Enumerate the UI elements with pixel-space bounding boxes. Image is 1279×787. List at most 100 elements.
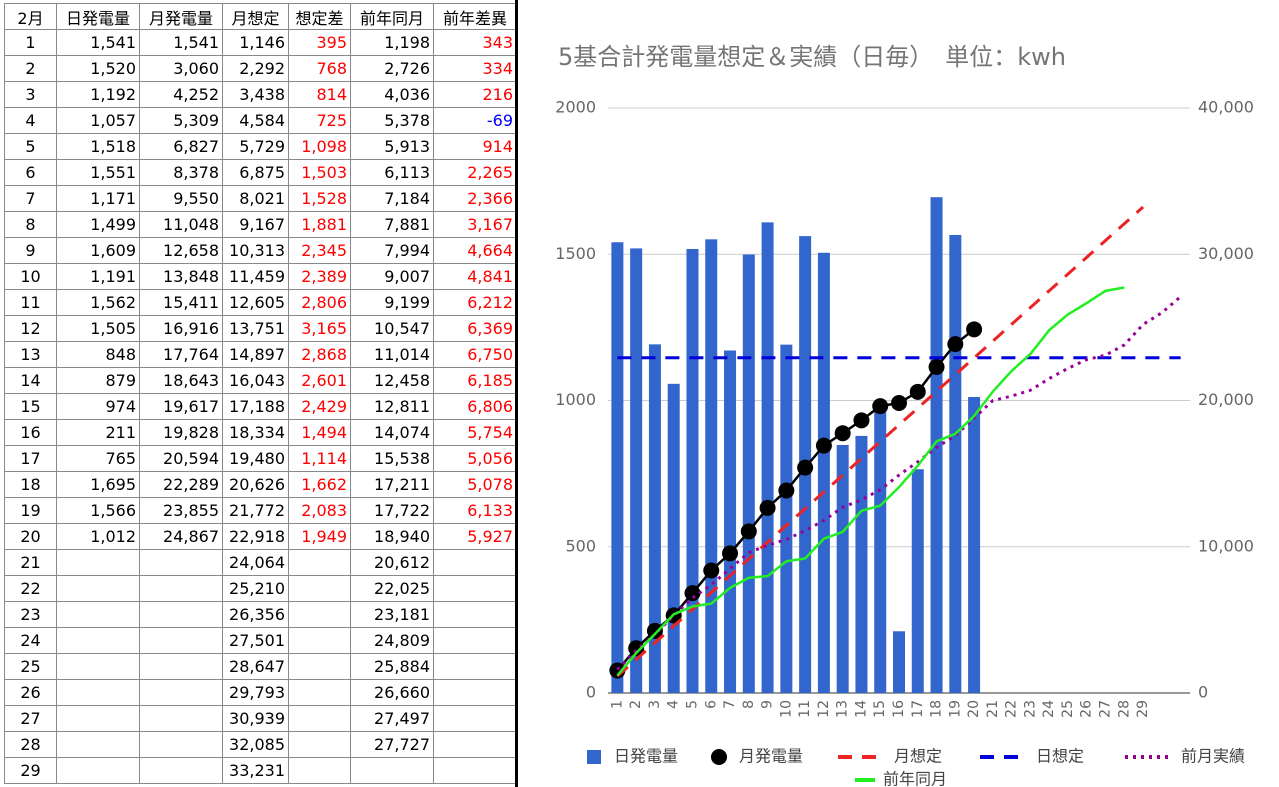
table-cell[interactable]: 3 xyxy=(4,81,57,108)
table-cell[interactable] xyxy=(56,679,140,706)
table-cell[interactable]: 7 xyxy=(4,185,57,212)
table-cell[interactable]: 27,501 xyxy=(222,627,289,654)
table-cell[interactable]: 12,458 xyxy=(350,367,434,394)
table-cell[interactable]: 25,210 xyxy=(222,575,289,602)
table-cell[interactable]: 17,188 xyxy=(222,393,289,420)
table-cell[interactable]: 19,828 xyxy=(139,419,223,446)
table-cell[interactable]: 1,566 xyxy=(56,497,140,524)
table-cell[interactable]: 28,647 xyxy=(222,653,289,680)
table-cell[interactable]: 29,793 xyxy=(222,679,289,706)
table-cell[interactable]: 2,429 xyxy=(288,393,351,420)
table-cell[interactable]: 395 xyxy=(288,29,351,56)
table-cell[interactable] xyxy=(433,653,517,680)
table-cell[interactable]: 22,289 xyxy=(139,471,223,498)
table-cell[interactable]: 20,594 xyxy=(139,445,223,472)
table-cell[interactable]: 13,751 xyxy=(222,315,289,342)
table-cell[interactable]: 15 xyxy=(4,393,57,420)
table-cell[interactable] xyxy=(350,757,434,784)
table-cell[interactable]: 216 xyxy=(433,81,517,108)
table-cell[interactable] xyxy=(139,757,223,784)
table-cell[interactable]: 14,074 xyxy=(350,419,434,446)
table-cell[interactable]: 22,918 xyxy=(222,523,289,550)
table-cell[interactable]: 8,378 xyxy=(139,159,223,186)
table-cell[interactable]: 9 xyxy=(4,237,57,264)
table-cell[interactable] xyxy=(288,757,351,784)
table-cell[interactable]: 20 xyxy=(4,523,57,550)
table-cell[interactable]: 21,772 xyxy=(222,497,289,524)
table-cell[interactable]: 17,764 xyxy=(139,341,223,368)
table-cell[interactable]: 1,012 xyxy=(56,523,140,550)
table-cell[interactable] xyxy=(288,731,351,758)
table-cell[interactable]: 12,658 xyxy=(139,237,223,264)
table-cell[interactable]: 26,356 xyxy=(222,601,289,628)
table-cell[interactable] xyxy=(433,705,517,732)
table-cell[interactable]: 24,064 xyxy=(222,549,289,576)
table-cell[interactable]: 6,827 xyxy=(139,133,223,160)
table-cell[interactable]: 1,662 xyxy=(288,471,351,498)
table-cell[interactable]: 14,897 xyxy=(222,341,289,368)
table-cell[interactable]: 1,551 xyxy=(56,159,140,186)
table-cell[interactable]: 3,167 xyxy=(433,211,517,238)
table-cell[interactable]: 1,191 xyxy=(56,263,140,290)
table-cell[interactable] xyxy=(139,731,223,758)
table-cell[interactable]: 1,528 xyxy=(288,185,351,212)
table-cell[interactable]: 2,366 xyxy=(433,185,517,212)
table-cell[interactable]: 1,503 xyxy=(288,159,351,186)
table-cell[interactable]: 33,231 xyxy=(222,757,289,784)
table-cell[interactable]: 10 xyxy=(4,263,57,290)
table-cell[interactable]: 26,660 xyxy=(350,679,434,706)
table-cell[interactable]: 3,165 xyxy=(288,315,351,342)
table-cell[interactable]: 2,806 xyxy=(288,289,351,316)
table-cell[interactable]: 17,211 xyxy=(350,471,434,498)
table-cell[interactable]: 29 xyxy=(4,757,57,784)
table-cell[interactable]: 17,722 xyxy=(350,497,434,524)
table-cell[interactable]: 15,538 xyxy=(350,445,434,472)
table-cell[interactable] xyxy=(139,653,223,680)
table-cell[interactable]: 974 xyxy=(56,393,140,420)
table-cell[interactable]: 25,884 xyxy=(350,653,434,680)
table-cell[interactable] xyxy=(139,679,223,706)
table-cell[interactable]: 12,605 xyxy=(222,289,289,316)
table-cell[interactable]: 6,113 xyxy=(350,159,434,186)
table-cell[interactable]: 18,940 xyxy=(350,523,434,550)
table-cell[interactable] xyxy=(288,575,351,602)
table-cell[interactable] xyxy=(433,679,517,706)
table-cell[interactable]: 23,855 xyxy=(139,497,223,524)
table-cell[interactable]: 26 xyxy=(4,679,57,706)
table-cell[interactable]: 2,389 xyxy=(288,263,351,290)
table-cell[interactable]: 765 xyxy=(56,445,140,472)
table-cell[interactable]: 23 xyxy=(4,601,57,628)
table-cell[interactable] xyxy=(433,549,517,576)
table-cell[interactable]: 814 xyxy=(288,81,351,108)
table-cell[interactable] xyxy=(56,731,140,758)
table-cell[interactable]: 15,411 xyxy=(139,289,223,316)
table-cell[interactable]: 9,167 xyxy=(222,211,289,238)
table-cell[interactable]: 6,875 xyxy=(222,159,289,186)
table-cell[interactable]: 8,021 xyxy=(222,185,289,212)
table-cell[interactable]: 3,060 xyxy=(139,55,223,82)
table-cell[interactable]: 1,198 xyxy=(350,29,434,56)
table-cell[interactable]: 21 xyxy=(4,549,57,576)
table-cell[interactable]: 914 xyxy=(433,133,517,160)
table-cell[interactable]: 1,499 xyxy=(56,211,140,238)
table-cell[interactable]: 4,584 xyxy=(222,107,289,134)
table-cell[interactable]: 1,171 xyxy=(56,185,140,212)
table-cell[interactable]: 22 xyxy=(4,575,57,602)
table-cell[interactable]: 5,378 xyxy=(350,107,434,134)
table-cell[interactable]: 5,729 xyxy=(222,133,289,160)
table-cell[interactable]: 6,133 xyxy=(433,497,517,524)
table-cell[interactable]: 879 xyxy=(56,367,140,394)
table-cell[interactable]: 20,612 xyxy=(350,549,434,576)
table-cell[interactable]: 5,078 xyxy=(433,471,517,498)
table-cell[interactable]: 6,750 xyxy=(433,341,517,368)
table-cell[interactable]: 23,181 xyxy=(350,601,434,628)
table-cell[interactable]: 2,292 xyxy=(222,55,289,82)
table-cell[interactable]: 19,617 xyxy=(139,393,223,420)
table-cell[interactable]: 1,192 xyxy=(56,81,140,108)
table-cell[interactable]: 1,562 xyxy=(56,289,140,316)
table-cell[interactable]: 6,185 xyxy=(433,367,517,394)
table-cell[interactable]: 1,114 xyxy=(288,445,351,472)
table-cell[interactable] xyxy=(433,731,517,758)
table-cell[interactable]: 211 xyxy=(56,419,140,446)
table-cell[interactable] xyxy=(288,679,351,706)
